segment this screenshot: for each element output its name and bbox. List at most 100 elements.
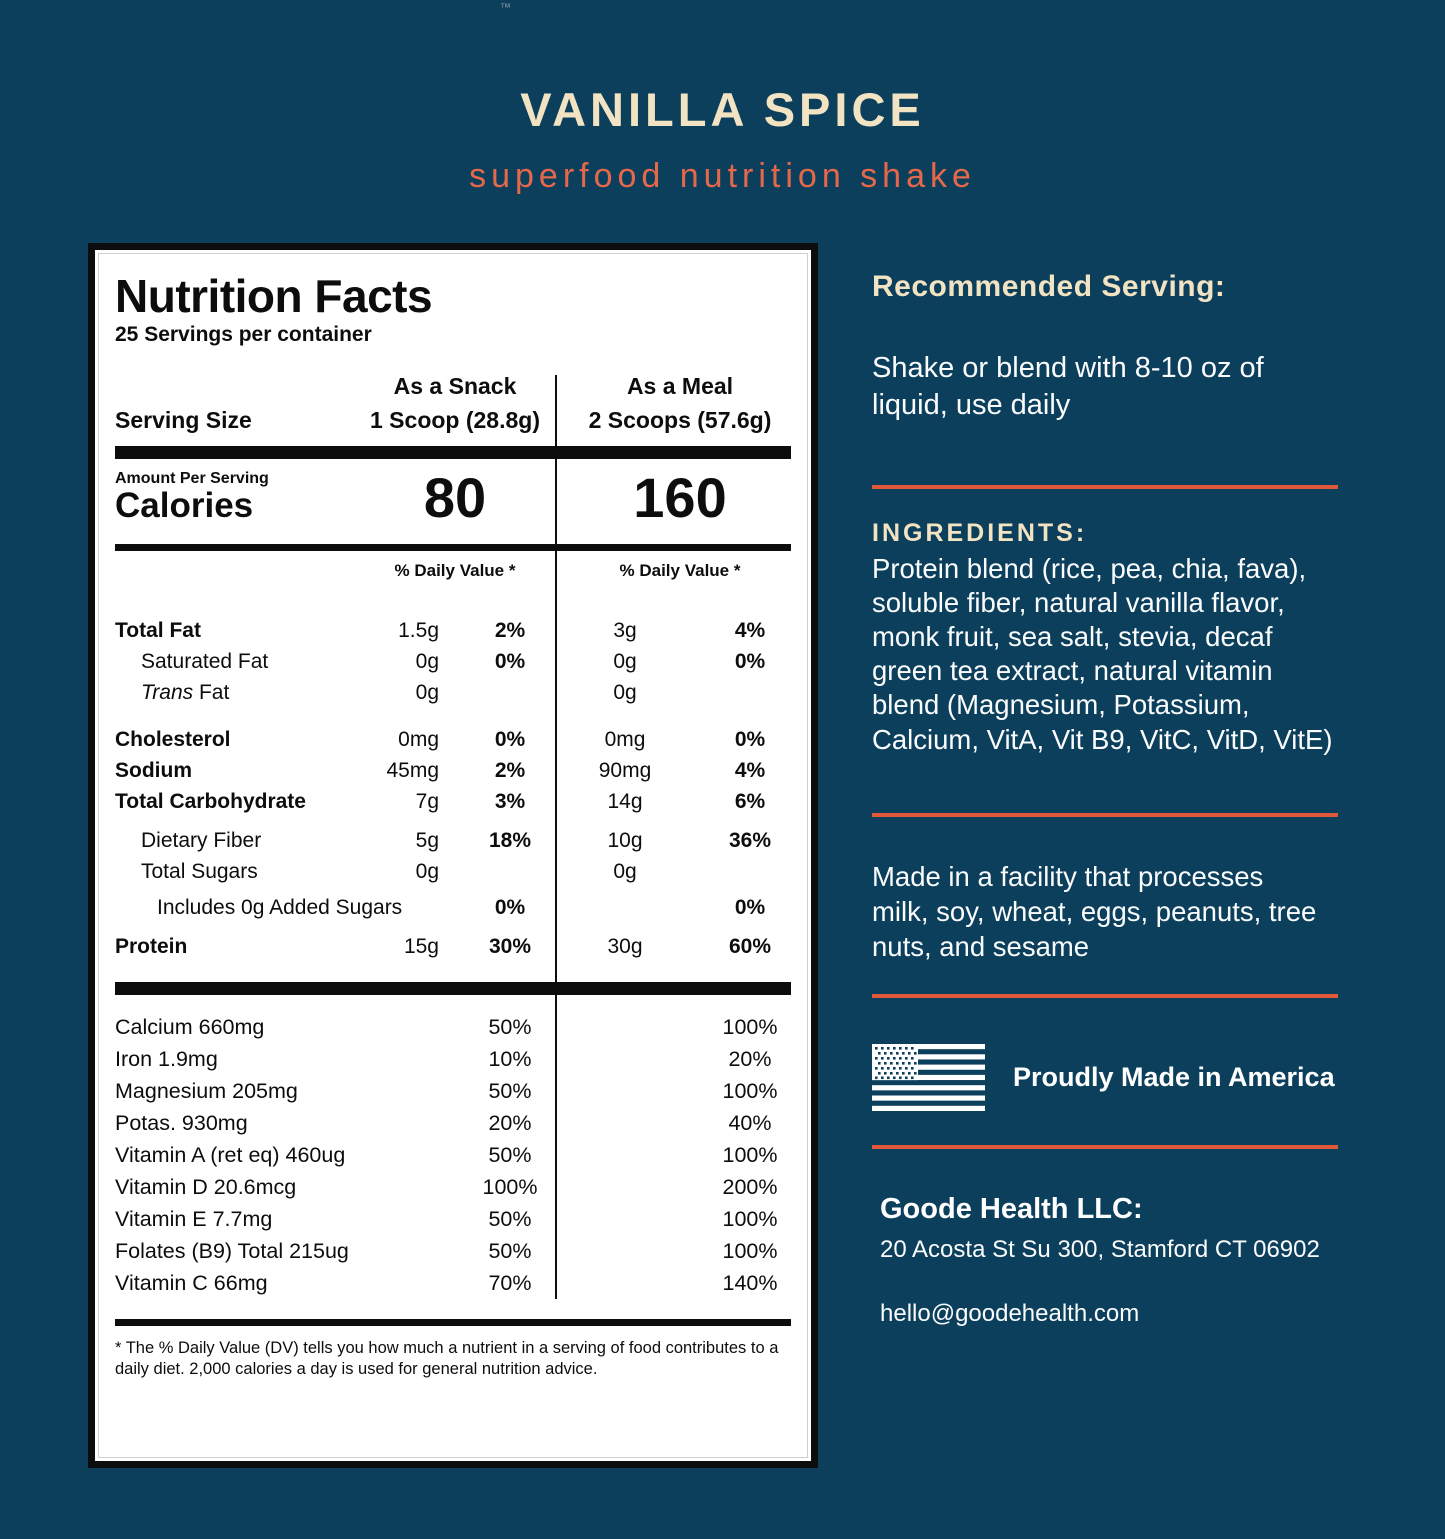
- meal-daily-value: 6%: [734, 790, 766, 814]
- vitamin-snack-daily-value: 50%: [488, 1207, 532, 1232]
- company-name: Goode Health LLC:: [880, 1193, 1143, 1226]
- product-title: VANILLA SPICE: [520, 83, 925, 136]
- vitamin-name: Vitamin D 20.6mcg: [115, 1175, 297, 1200]
- snack-daily-value: 30%: [488, 935, 532, 959]
- snack-amount: 0g: [415, 681, 439, 705]
- snack-daily-value: [465, 856, 555, 887]
- nutrition-facts-title: Nutrition Facts: [115, 270, 433, 322]
- nutrient-name: Total Carbohydrate: [115, 790, 306, 814]
- meal-daily-value: 0%: [734, 896, 766, 920]
- snack-serving-size: 1 Scoop (28.8g): [370, 407, 540, 434]
- daily-value-header-meal: % Daily Value *: [619, 561, 741, 581]
- meal-daily-value: 36%: [728, 829, 772, 853]
- nutrient-row: Total Sugars 0g 0g: [115, 856, 791, 887]
- nutrient-row: Protein 15g 30% 30g 60%: [115, 931, 791, 962]
- nutrition-table: As a Snack As a Meal Serving Size 1 Scoo…: [115, 371, 791, 1300]
- vitamin-meal-daily-value: 140%: [722, 1271, 778, 1296]
- trademark-symbol: ™: [500, 2, 512, 14]
- nutrient-row: Sodium 45mg 2% 90mg 4%: [115, 755, 791, 786]
- thick-separator-bar: [115, 982, 791, 996]
- nutrient-name: Dietary Fiber: [141, 829, 262, 853]
- vitamin-name: Calcium 660mg: [115, 1015, 265, 1040]
- vitamin-meal-daily-value: 20%: [728, 1047, 772, 1072]
- snack-daily-value: [465, 677, 555, 708]
- daily-value-footnote: * The % Daily Value (DV) tells you how m…: [115, 1339, 779, 1379]
- daily-value-header-row: % Daily Value * % Daily Value *: [115, 561, 791, 581]
- calories-label: Calories: [115, 486, 254, 526]
- snack-amount: 0g: [415, 860, 439, 884]
- servings-per-container: 25 Servings per container: [115, 323, 372, 347]
- vitamin-snack-daily-value: 20%: [488, 1111, 532, 1136]
- nutrient-name: Sodium: [115, 759, 192, 783]
- snack-daily-value: 0%: [494, 650, 526, 674]
- meal-amount: 0mg: [604, 728, 646, 752]
- meal-daily-value: 4%: [734, 759, 766, 783]
- daily-value-header-snack: % Daily Value *: [394, 561, 516, 581]
- nutrient-name: Includes 0g Added Sugars: [157, 896, 403, 920]
- snack-daily-value: 2%: [494, 759, 526, 783]
- meal-daily-value: 0%: [734, 728, 766, 752]
- orange-divider: [872, 994, 1338, 999]
- meal-amount: 3g: [613, 619, 637, 643]
- vitamin-meal-daily-value: 40%: [728, 1111, 772, 1136]
- snack-daily-value: 2%: [494, 619, 526, 643]
- orange-divider: [872, 812, 1338, 817]
- vitamin-row: Vitamin E 7.7mg 50% 100%: [115, 1203, 791, 1235]
- meal-serving-size: 2 Scoops (57.6g): [588, 407, 772, 434]
- meal-daily-value: 4%: [734, 619, 766, 643]
- meal-amount: 90mg: [598, 759, 652, 783]
- nutrient-row: Trans Fat 0g 0g: [115, 677, 791, 708]
- allergen-notice: Made in a facility that processes milk, …: [872, 860, 1317, 962]
- calories-row: Amount Per Serving Calories 80 160: [115, 459, 791, 538]
- vitamin-snack-daily-value: 50%: [488, 1079, 532, 1104]
- nutrient-row: Cholesterol 0mg 0% 0mg 0%: [115, 724, 791, 755]
- vitamin-row: Vitamin D 20.6mcg 100% 200%: [115, 1171, 791, 1203]
- nutrient-row: Total Carbohydrate 7g 3% 14g 6%: [115, 786, 791, 817]
- product-subtitle: superfood nutrition shake: [469, 157, 976, 195]
- vitamin-meal-daily-value: 100%: [722, 1143, 778, 1168]
- calories-snack-value: 80: [423, 466, 487, 530]
- meal-column-header: As a Meal: [626, 373, 734, 400]
- vitamin-snack-daily-value: 50%: [488, 1143, 532, 1168]
- recommended-serving-body: Shake or blend with 8-10 oz of liquid, u…: [872, 352, 1264, 421]
- snack-daily-value: 3%: [494, 790, 526, 814]
- vitamin-meal-daily-value: 100%: [722, 1079, 778, 1104]
- vitamin-meal-daily-value: 100%: [722, 1015, 778, 1040]
- made-in-america-row: Proudly Made in America: [872, 1044, 1338, 1112]
- vitamin-row: Magnesium 205mg 50% 100%: [115, 1075, 791, 1107]
- nutrient-name: Protein: [115, 935, 188, 959]
- vitamin-row: Folates (B9) Total 215ug 50% 100%: [115, 1235, 791, 1267]
- meal-daily-value: [695, 856, 805, 887]
- ingredients-body: Protein blend (rice, pea, chia, fava), s…: [872, 553, 1333, 755]
- nutrient-name: Cholesterol: [115, 728, 231, 752]
- vitamin-name: Magnesium 205mg: [115, 1079, 298, 1104]
- meal-amount: 0g: [613, 860, 637, 884]
- nutrient-name: Total Sugars: [141, 860, 258, 884]
- snack-daily-value: 18%: [488, 829, 532, 853]
- medium-separator-bar: [115, 1319, 791, 1327]
- company-address: 20 Acosta St Su 300, Stamford CT 06902: [880, 1236, 1320, 1264]
- ingredients-heading: INGREDIENTS:: [872, 519, 1088, 548]
- vitamin-meal-daily-value: 200%: [722, 1175, 778, 1200]
- vitamin-snack-daily-value: 100%: [482, 1175, 538, 1200]
- snack-amount: 0mg: [398, 728, 439, 752]
- vitamin-snack-daily-value: 50%: [488, 1015, 532, 1040]
- medium-separator-bar: [115, 544, 791, 552]
- serving-size-row: Serving Size 1 Scoop (28.8g) 2 Scoops (5…: [115, 407, 791, 434]
- meal-amount: 30g: [607, 935, 643, 959]
- snack-amount: 7g: [415, 790, 439, 814]
- meal-amount: 0g: [613, 650, 637, 674]
- snack-amount: 15g: [403, 935, 439, 959]
- vitamin-row: Vitamin C 66mg 70% 140%: [115, 1267, 791, 1299]
- column-divider-line: [555, 375, 557, 1300]
- vitamin-meal-daily-value: 100%: [722, 1207, 778, 1232]
- us-flag-icon: [872, 1044, 985, 1112]
- vitamin-row: Iron 1.9mg 10% 20%: [115, 1043, 791, 1075]
- orange-divider: [872, 485, 1338, 490]
- nutrient-name: Total Fat: [115, 619, 201, 643]
- nutrient-row: Dietary Fiber 5g 18% 10g 36%: [115, 825, 791, 856]
- snack-amount: 0g: [415, 650, 439, 674]
- recommended-serving-heading: Recommended Serving:: [872, 270, 1226, 303]
- nutrient-row: Saturated Fat 0g 0% 0g 0%: [115, 646, 791, 677]
- vitamin-row: Potas. 930mg 20% 40%: [115, 1107, 791, 1139]
